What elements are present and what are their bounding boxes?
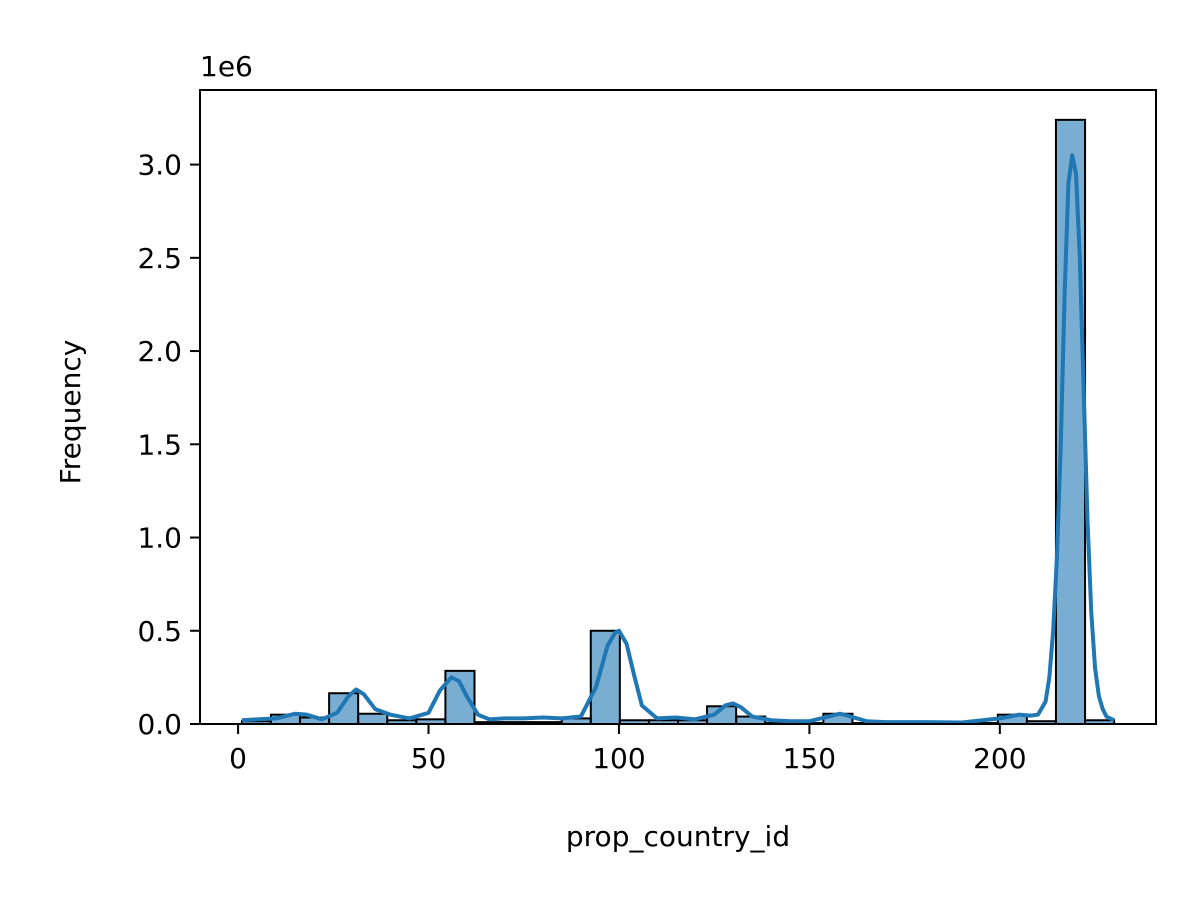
histogram-bar-4 [357, 712, 389, 726]
histogram-bar-12 [589, 629, 621, 725]
histogram-bar-3 [328, 692, 360, 726]
y-tick-label: 2.0 [137, 335, 182, 368]
y-offset-label: 1e6 [200, 50, 253, 83]
x-tick-label: 50 [411, 742, 447, 775]
x-axis-label: prop_country_id [566, 820, 790, 853]
y-tick-label: 1.5 [137, 428, 182, 461]
x-tick-label: 150 [783, 742, 836, 775]
y-tick-label: 2.5 [137, 242, 182, 275]
y-tick-label: 1.0 [137, 522, 182, 555]
y-axis-ticks: 0.0 0.5 1.0 1.5 2.0 2.5 3.0 [137, 149, 200, 741]
y-tick-label: 3.0 [137, 149, 182, 182]
x-tick-label: 100 [592, 742, 645, 775]
plot-frame [199, 89, 1157, 725]
y-tick-label: 0.5 [137, 615, 182, 648]
x-tick-label: 0 [229, 742, 247, 775]
y-axis-label: Frequency [54, 340, 87, 485]
kde-curve [241, 153, 1115, 725]
x-tick-label: 200 [973, 742, 1026, 775]
x-axis-ticks: 0 50 100 150 200 [229, 724, 1027, 775]
y-tick-label: 0.0 [137, 708, 182, 741]
